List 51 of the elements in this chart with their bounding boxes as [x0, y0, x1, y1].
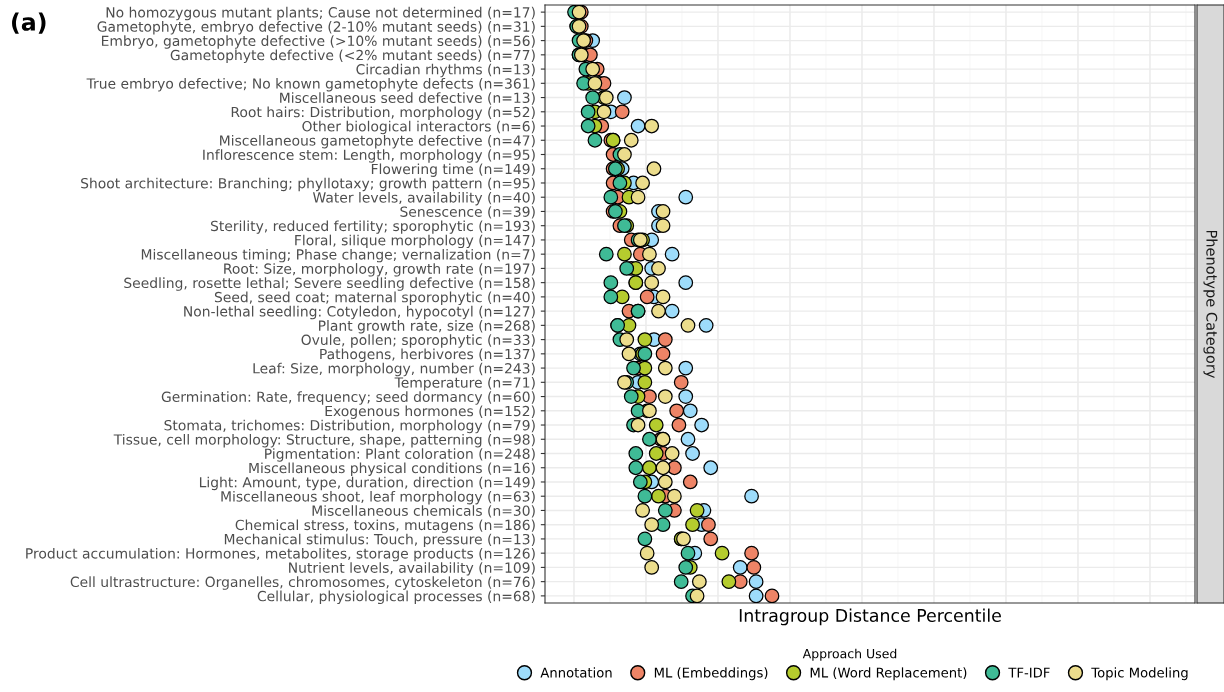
- legend-label: Annotation: [540, 667, 612, 678]
- y-tick-label: Temperature (n=71): [394, 377, 535, 391]
- y-tick-label: Leaf: Size, morphology, number (n=243): [253, 362, 535, 377]
- y-tick-label: Circadian rhythms (n=13): [356, 63, 535, 78]
- y-tick-label: Mechanical stimulus: Touch, pressure (n=13): [224, 533, 535, 548]
- y-tick-label: Ovule, pollen; sporophytic (n=33): [301, 334, 535, 348]
- y-tick-label: Miscellaneous timing; Phase change; vernalization (n=7): [141, 248, 535, 263]
- y-tick-label: Embryo, gametophyte defective (>10% mutant seeds) (n=56): [101, 35, 535, 49]
- y-tick-label: Inflorescence stem: Length, morphology (n=95): [203, 149, 535, 163]
- legend-label: ML (Embeddings): [654, 667, 768, 681]
- y-tick-label: Sterility, reduced fertility; sporophytic (n=193): [210, 220, 535, 234]
- y-tick-label: No homozygous mutant plants; Cause not determined (n=17): [106, 6, 535, 21]
- y-tick-label: Miscellaneous physical conditions (n=16): [249, 462, 535, 476]
- y-tick-label: Other biological interactors (n=6): [302, 120, 535, 135]
- y-tick-label: Seed, seed coat; maternal sporophytic (n=40): [214, 291, 535, 306]
- y-tick-label: Root hairs: Distribution, morphology (n=52): [231, 106, 535, 120]
- y-tick-label: Root: Size, morphology, growth rate (n=197): [224, 263, 535, 277]
- y-tick-label: Miscellaneous seed defective (n=13): [280, 92, 535, 105]
- y-tick-label: Shoot architecture: Branching; phyllotaxy; growth pattern (n=95): [81, 177, 535, 192]
- y-tick-label: Pigmentation: Plant coloration (n=248): [265, 448, 535, 462]
- text: Phenotype Category: [1203, 230, 1218, 379]
- y-tick-label: Floral, silique morphology (n=147): [295, 234, 535, 249]
- y-tick-label: Cellular, physiological processes (n=68): [257, 590, 535, 605]
- y-tick-label: Gametophyte defective (<2% mutant seeds) (n=77): [170, 49, 535, 63]
- x-axis-title: Intragroup Distance Percentile: [739, 608, 1001, 626]
- y-tick-label: Non-lethal seedling: Cotyledon, hypocotyl (n=127): [184, 305, 535, 320]
- legend-label: ML (Word Replacement): [810, 667, 967, 681]
- y-tick-label: Gametophyte, embryo defective (2-10% mutant seeds) (n=31): [97, 21, 535, 35]
- text: (a): [12, 12, 46, 34]
- y-tick-label: Cell ultrastructure: Organelles, chromosomes, cytoskeleton (n=76): [70, 576, 535, 590]
- y-tick-label: Plant growth rate, size (n=268): [319, 320, 535, 334]
- y-tick-label: True embryo defective; No known gametophyte defects (n=361): [86, 78, 535, 92]
- y-tick-label: Light: Amount, type, duration, direction (n=149): [199, 476, 535, 491]
- y-tick-label: Miscellaneous gametophyte defective (n=47): [220, 134, 535, 149]
- y-tick-label: Water levels, availability (n=40): [312, 191, 535, 206]
- y-tick-label: Flowering time (n=149): [371, 163, 535, 177]
- y-tick-label: Nutrient levels, availability (n=109): [289, 562, 535, 576]
- y-tick-label: Product accumulation: Hormones, metabolites, storage products (n=126): [26, 547, 535, 562]
- y-tick-label: Germination: Rate, frequency; seed dormancy (n=60): [161, 391, 535, 405]
- legend-label: TF-IDF: [1008, 667, 1050, 678]
- legend-label: Topic Modeling: [1091, 667, 1188, 681]
- y-tick-label: Stomata, trichomes: Distribution, morphology (n=79): [164, 419, 535, 434]
- legend-title: Approach Used: [802, 648, 897, 661]
- y-tick-label: Chemical stress, toxins, mutagens (n=186): [235, 519, 535, 533]
- y-tick-label: Tissue, cell morphology: Structure, shape, patterning (n=98): [113, 433, 535, 448]
- y-tick-label: Seedling, rosette lethal; Severe seedling defective (n=158): [124, 277, 535, 291]
- y-tick-label: Miscellaneous chemicals (n=30): [312, 505, 535, 518]
- y-tick-label: Exogenous hormones (n=152): [325, 405, 535, 419]
- y-tick-label: Pathogens, herbivores (n=137): [320, 348, 535, 362]
- y-tick-label: Senescence (n=39): [400, 206, 535, 219]
- y-tick-label: Miscellaneous shoot, leaf morphology (n=63): [221, 490, 535, 505]
